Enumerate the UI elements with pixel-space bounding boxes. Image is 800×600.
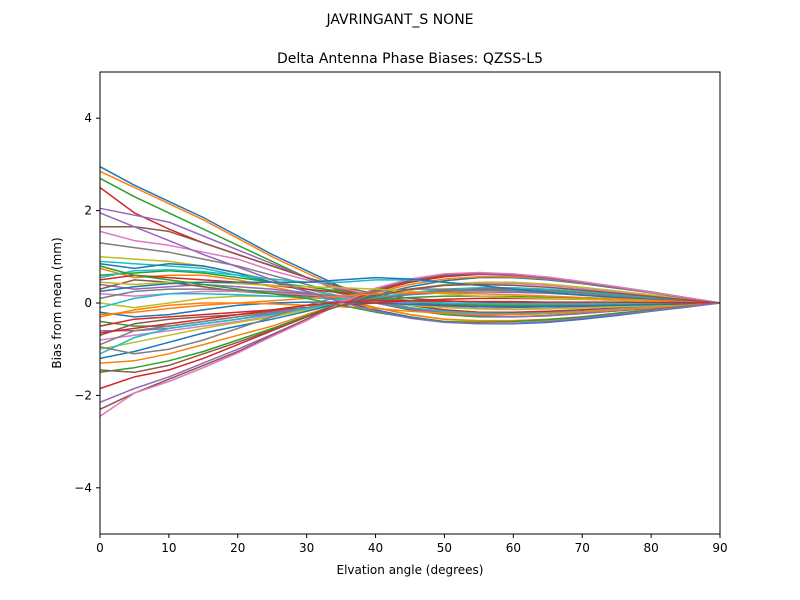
- y-tick-label: 0: [84, 296, 92, 310]
- x-tick-label: 70: [575, 541, 590, 555]
- y-axis-label: Bias from mean (mm): [50, 237, 64, 368]
- y-tick-label: −2: [74, 388, 92, 402]
- series-line-41: [99, 276, 721, 304]
- series-line-42: [99, 292, 721, 316]
- x-tick-label: 0: [96, 541, 104, 555]
- series-line-28: [99, 289, 721, 346]
- x-tick-label: 50: [437, 541, 452, 555]
- x-tick-label: 20: [230, 541, 245, 555]
- x-axis-label: Elvation angle (degrees): [337, 563, 484, 577]
- x-tick-label: 80: [643, 541, 658, 555]
- chart-title: Delta Antenna Phase Biases: QZSS-L5: [277, 51, 543, 67]
- series-line-20: [99, 293, 721, 309]
- x-tick-label: 40: [368, 541, 383, 555]
- figure-suptitle: JAVRINGANT_S NONE: [325, 12, 473, 28]
- series-line-44: [99, 299, 721, 334]
- y-tick-label: 4: [84, 111, 92, 125]
- x-tick-label: 90: [712, 541, 727, 555]
- series-lines: [99, 166, 721, 417]
- series-line-46: [99, 283, 721, 374]
- y-axis-ticks: −4 −2 0 2 4: [74, 111, 100, 495]
- series-line-22: [99, 302, 721, 318]
- x-axis-ticks: 0 10 20 30 40 50 60 70 80 90: [96, 534, 728, 555]
- series-line-19: [99, 295, 721, 311]
- plot-area-frame: [99, 71, 721, 535]
- series-line-10: [99, 260, 721, 315]
- series-line-45: [99, 212, 721, 325]
- x-tick-label: 10: [161, 541, 176, 555]
- series-line-27: [99, 282, 721, 341]
- x-tick-label: 60: [506, 541, 521, 555]
- y-tick-label: 2: [84, 204, 92, 218]
- series-line-21: [99, 301, 721, 318]
- x-tick-label: 30: [299, 541, 314, 555]
- series-line-11: [99, 262, 721, 325]
- y-tick-label: −4: [74, 481, 92, 495]
